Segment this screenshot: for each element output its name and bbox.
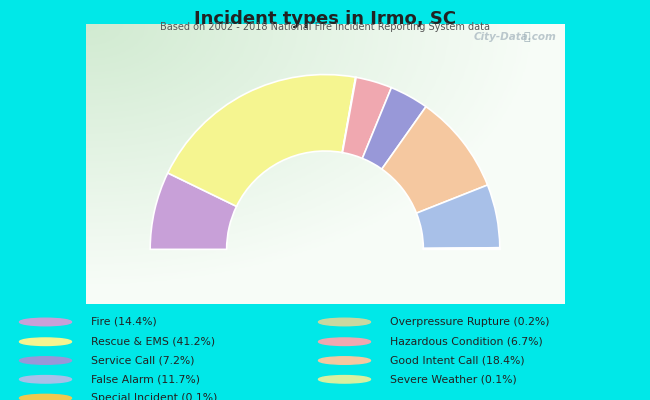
Circle shape bbox=[318, 318, 370, 326]
Circle shape bbox=[20, 318, 72, 326]
Text: False Alarm (11.7%): False Alarm (11.7%) bbox=[91, 374, 200, 384]
Text: Overpressure Rupture (0.2%): Overpressure Rupture (0.2%) bbox=[390, 317, 549, 327]
Wedge shape bbox=[343, 77, 391, 158]
Text: Based on 2002 - 2018 National Fire Incident Reporting System data: Based on 2002 - 2018 National Fire Incid… bbox=[160, 22, 490, 32]
Wedge shape bbox=[382, 107, 488, 213]
Wedge shape bbox=[417, 185, 500, 248]
Circle shape bbox=[20, 394, 72, 400]
Circle shape bbox=[318, 338, 370, 346]
Circle shape bbox=[318, 376, 370, 383]
Circle shape bbox=[20, 357, 72, 364]
Text: Severe Weather (0.1%): Severe Weather (0.1%) bbox=[390, 374, 517, 384]
Text: ⓘ: ⓘ bbox=[524, 32, 530, 42]
Wedge shape bbox=[342, 77, 356, 152]
Text: Service Call (7.2%): Service Call (7.2%) bbox=[91, 356, 194, 366]
Circle shape bbox=[20, 376, 72, 383]
Wedge shape bbox=[423, 248, 500, 249]
Text: City-Data.com: City-Data.com bbox=[474, 32, 557, 42]
Wedge shape bbox=[168, 74, 356, 206]
Text: Hazardous Condition (6.7%): Hazardous Condition (6.7%) bbox=[390, 337, 543, 347]
Text: Incident types in Irmo, SC: Incident types in Irmo, SC bbox=[194, 10, 456, 28]
Circle shape bbox=[20, 338, 72, 346]
Circle shape bbox=[318, 357, 370, 364]
Text: Special Incident (0.1%): Special Incident (0.1%) bbox=[91, 393, 217, 400]
Text: Fire (14.4%): Fire (14.4%) bbox=[91, 317, 157, 327]
Text: Good Intent Call (18.4%): Good Intent Call (18.4%) bbox=[390, 356, 525, 366]
Wedge shape bbox=[150, 173, 237, 249]
Text: Rescue & EMS (41.2%): Rescue & EMS (41.2%) bbox=[91, 337, 215, 347]
Wedge shape bbox=[362, 88, 426, 169]
